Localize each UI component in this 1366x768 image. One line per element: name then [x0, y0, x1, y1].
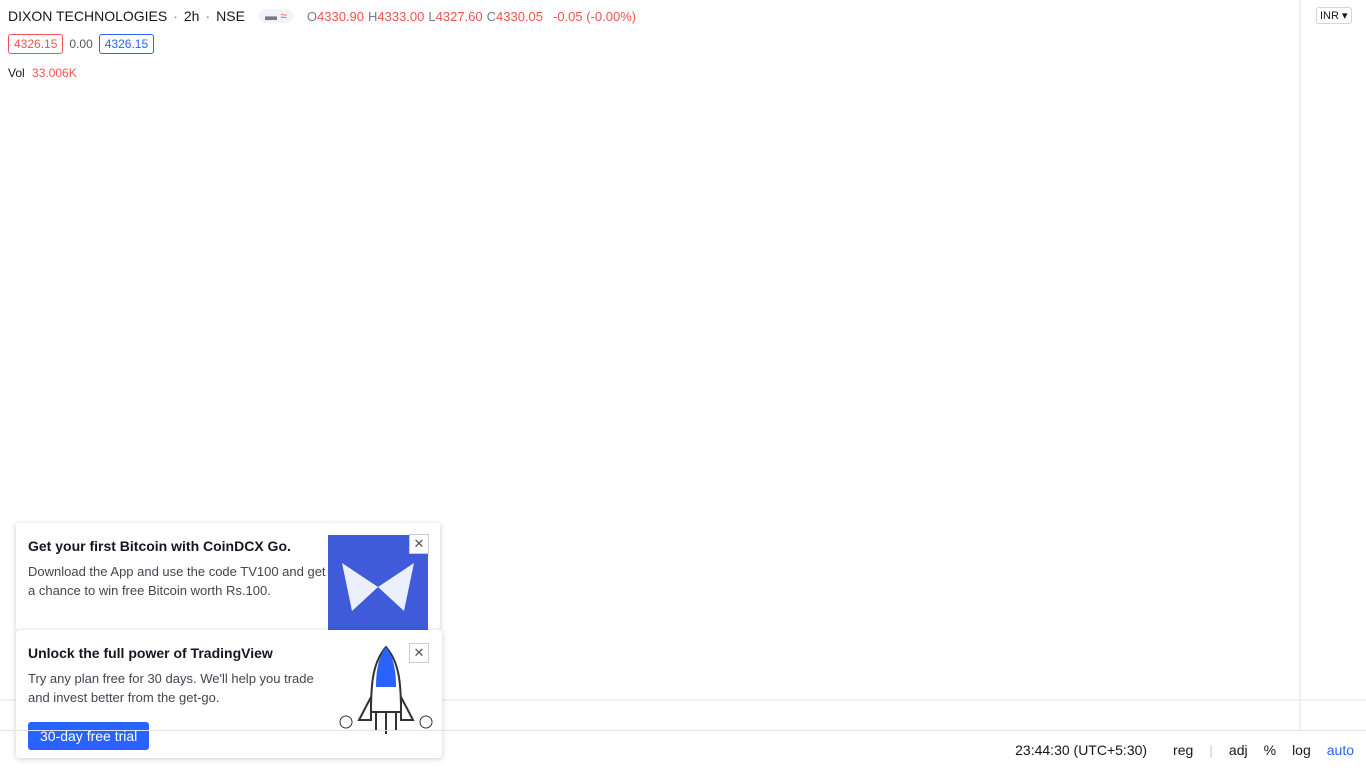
legend: DIXON TECHNOLOGIES · 2h · NSE ▬ ≈ O4330.90…: [8, 8, 637, 24]
ohlc-key: C: [486, 8, 497, 24]
close-ad[interactable]: ✕: [409, 643, 429, 663]
ohlc-key: L: [428, 8, 436, 24]
logo-icon: [342, 563, 414, 611]
change: -0.05 (-0.00%): [553, 8, 637, 24]
ohlc-value: 4333.00: [377, 8, 425, 24]
volume-legend: Vol 33.006K: [8, 66, 77, 80]
scale-option[interactable]: auto: [1326, 741, 1354, 758]
symbol[interactable]: DIXON TECHNOLOGIES: [8, 8, 168, 24]
currency: INR: [1320, 10, 1339, 22]
ad-tradingview: Unlock the full power of TradingView Try…: [16, 630, 442, 758]
ad-title: Unlock the full power of TradingView: [28, 645, 273, 661]
volume-label: Vol: [8, 66, 25, 80]
ohlc-value: 4330.90: [317, 8, 364, 24]
footer: 23:44:30 (UTC+5:30) reg | adj % log auto: [0, 730, 1366, 768]
ohlc-values: O4330.90 H4333.00 L4327.60 C4330.05: [307, 9, 547, 24]
interval[interactable]: 2h: [183, 8, 200, 24]
scale-option[interactable]: log: [1292, 741, 1311, 758]
currency-select[interactable]: INR ▾: [1316, 7, 1352, 24]
ask[interactable]: 4326.15: [98, 34, 155, 54]
scale-option[interactable]: %: [1263, 741, 1277, 758]
rocket-icon: [339, 645, 433, 734]
trial-button[interactable]: 30-day free trial: [28, 722, 150, 750]
clock: 23:44:30 (UTC+5:30): [1015, 741, 1148, 758]
close-ad[interactable]: ✕: [409, 534, 429, 554]
ohlc-key: O: [306, 8, 317, 24]
ad-body: Download the App and use the code TV100 …: [28, 564, 326, 598]
volume-value: 33.006K: [32, 66, 77, 80]
ad-body: Try any plan free for 30 days. We'll hel…: [28, 671, 314, 705]
ohlc-value: 4330.05: [496, 8, 544, 24]
scale-option[interactable]: adj: [1228, 741, 1248, 758]
ad-title: Get your first Bitcoin with CoinDCX Go.: [28, 538, 291, 554]
scale-option[interactable]: reg: [1173, 741, 1194, 758]
spread: 0.00: [69, 37, 93, 51]
bid-ask: 4326.15 0.00 4326.15: [8, 34, 155, 54]
visibility-toggle[interactable]: ▬ ≈: [258, 9, 293, 23]
bid[interactable]: 4326.15: [8, 34, 64, 54]
exchange: NSE: [216, 8, 245, 24]
ad-coindcx: Get your first Bitcoin with CoinDCX Go. …: [16, 523, 440, 630]
ohlc-value: 4327.60: [435, 8, 483, 24]
ohlc-key: H: [368, 8, 378, 24]
